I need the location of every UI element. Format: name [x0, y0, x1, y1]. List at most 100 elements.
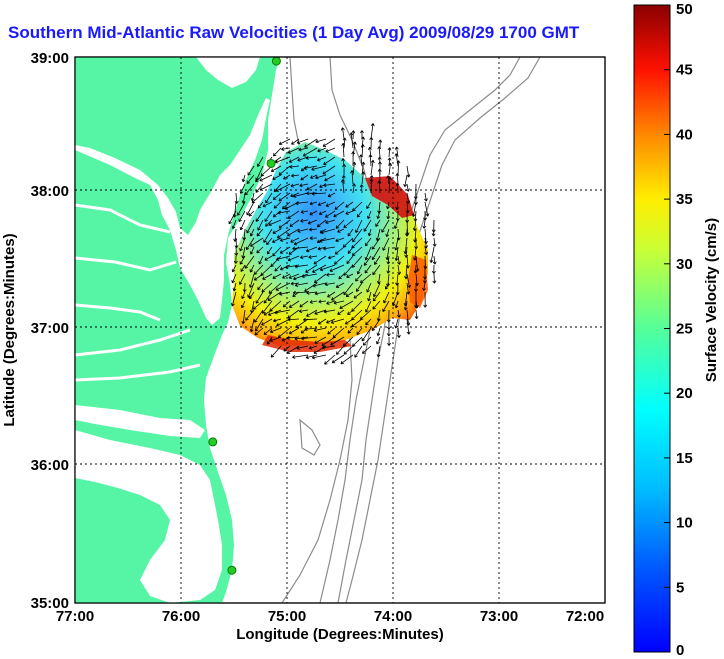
albemarle-sound [75, 405, 205, 438]
colorbar-tick-label: 45 [676, 62, 693, 79]
velocity-arrow [422, 219, 427, 229]
velocity-arrow [283, 174, 291, 180]
velocity-arrow [324, 354, 336, 365]
velocity-arrow [265, 192, 273, 204]
velocity-arrow [289, 219, 300, 227]
velocity-arrow [377, 146, 382, 158]
velocity-arrow [350, 170, 355, 185]
velocity-arrow [272, 273, 282, 280]
velocity-arrow [371, 237, 381, 250]
velocity-arrow [304, 138, 318, 148]
velocity-arrow [396, 160, 401, 176]
velocity-arrow [336, 345, 345, 355]
velocity-arrow [363, 255, 372, 266]
velocity-arrow [327, 291, 336, 298]
velocity-arrow [339, 300, 354, 310]
velocity-arrow [397, 264, 402, 275]
velocity-arrow [255, 318, 264, 332]
velocity-arrow [250, 237, 264, 247]
velocity-arrow [364, 237, 372, 247]
velocity-arrow [411, 201, 417, 217]
velocity-arrow [294, 264, 309, 269]
velocity-arrow [319, 237, 336, 243]
velocity-arrow [272, 192, 282, 200]
velocity-arrow [241, 192, 246, 204]
velocity-arrow [263, 228, 273, 243]
velocity-arrow [377, 180, 382, 194]
velocity-arrow [324, 210, 336, 218]
velocity-arrow [288, 156, 300, 163]
velocity-arrow [372, 282, 381, 298]
velocity-arrow [300, 218, 309, 223]
velocity-arrow [248, 210, 255, 217]
velocity-arrow [305, 264, 318, 273]
velocity-arrow [369, 178, 374, 194]
velocity-arrow [370, 123, 375, 140]
velocity-arrow [343, 264, 354, 276]
velocity-arrow [323, 183, 336, 188]
velocity-arrow [239, 237, 246, 252]
y-axis-ticks: 39:00 38:00 37:00 36:00 35:00 [31, 50, 69, 612]
velocity-arrow [322, 138, 336, 147]
velocity-arrow [424, 246, 428, 255]
colorbar-tick-label: 40 [676, 126, 693, 143]
delaware-bay [196, 57, 260, 88]
velocity-arrow [403, 174, 408, 188]
velocity-arrow [296, 345, 309, 350]
velocity-arrow [249, 246, 255, 255]
velocity-arrow [268, 219, 282, 226]
velocity-arrow [278, 219, 291, 229]
velocity-arrow [301, 336, 318, 341]
velocity-arrow [334, 246, 345, 255]
velocity-arrow [387, 336, 391, 346]
velocity-arrow [256, 246, 264, 254]
velocity-arrow [270, 165, 282, 173]
velocity-arrow [323, 309, 336, 314]
velocity-arrow [371, 318, 381, 332]
velocity-arrow [322, 165, 336, 175]
velocity-arrow [387, 177, 392, 194]
velocity-arrow [340, 354, 354, 365]
velocity-arrow [263, 327, 273, 335]
x-tick-label: 77:00 [56, 608, 94, 625]
velocity-arrow [352, 228, 363, 243]
velocity-arrow [325, 219, 336, 224]
colorbar-tick-label: 15 [676, 450, 693, 467]
velocity-arrow [412, 219, 417, 231]
velocity-arrow [431, 228, 436, 237]
velocity-arrow [391, 291, 399, 307]
velocity-arrow [315, 138, 327, 144]
velocity-arrow [342, 163, 347, 176]
velocity-arrow [361, 327, 372, 342]
velocity-arrow [249, 264, 255, 273]
velocity-arrow [360, 130, 364, 140]
velocity-arrow [347, 309, 354, 316]
velocity-arrow [293, 237, 309, 246]
velocity-arrow [341, 175, 346, 185]
velocity-arrow [347, 327, 354, 334]
velocity-arrow [312, 264, 327, 273]
velocity-arrow [406, 192, 411, 204]
velocity-arrow [273, 318, 282, 323]
velocity-arrow [292, 290, 309, 295]
velocity-arrow [257, 282, 264, 291]
velocity-arrow [355, 282, 363, 292]
velocity-arrow [354, 345, 363, 358]
velocity-arrow [263, 291, 273, 304]
velocity-arrow [309, 201, 318, 206]
velocity-arrow [360, 144, 365, 158]
velocity-arrow [424, 192, 428, 202]
velocity-vectors [228, 123, 437, 365]
velocity-arrow [233, 255, 238, 264]
velocity-arrow [331, 291, 345, 301]
velocity-arrow [278, 192, 291, 202]
chesapeake-bay [75, 98, 270, 325]
velocity-arrow [385, 228, 390, 237]
velocity-arrow [394, 153, 399, 167]
velocity-arrow [241, 309, 246, 325]
velocity-arrow [355, 219, 363, 233]
velocity-arrow [287, 317, 300, 322]
velocity-arrow [368, 154, 373, 167]
velocity-arrow [394, 246, 399, 261]
velocity-arrow [287, 255, 300, 262]
